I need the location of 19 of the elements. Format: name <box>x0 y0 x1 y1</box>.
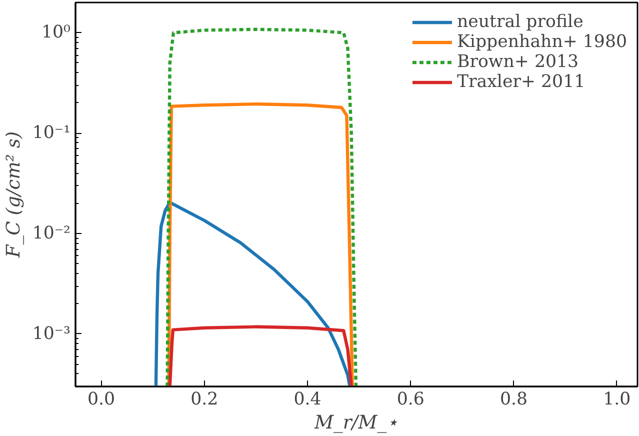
y-tick-label: 10⁻³ <box>32 324 71 344</box>
x-tick-label: 0.6 <box>396 390 424 410</box>
x-tick-label: 0.8 <box>500 390 528 410</box>
line-series <box>166 28 358 386</box>
line-series <box>154 200 352 386</box>
x-tick-label: 0.0 <box>88 390 116 410</box>
x-tick-label: 1.0 <box>603 390 631 410</box>
y-tick-label: 10⁻² <box>32 224 71 244</box>
legend-label: Brown+ 2013 <box>456 52 579 72</box>
line-series <box>168 325 353 386</box>
legend-label: Kippenhahn+ 1980 <box>456 32 627 52</box>
legend-label: Traxler+ 2011 <box>456 72 586 92</box>
y-tick-label: 10⁻¹ <box>32 123 71 144</box>
x-tick-label: 0.2 <box>190 390 218 410</box>
x-tick-label: 0.4 <box>294 390 322 410</box>
y-tick-label: 10⁰ <box>42 22 71 43</box>
y-axis-title: F_C (g/cm² s) <box>3 131 24 259</box>
x-axis-title: M_r/M_⋆ <box>313 412 399 434</box>
legend-label: neutral profile <box>456 12 584 32</box>
